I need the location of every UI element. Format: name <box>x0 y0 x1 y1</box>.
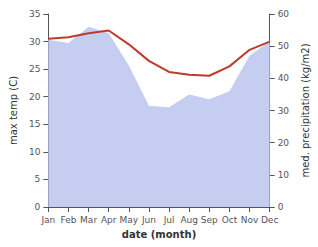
svg-text:0: 0 <box>35 202 41 212</box>
svg-text:Sep: Sep <box>201 215 218 225</box>
svg-text:15: 15 <box>29 119 40 129</box>
svg-text:Oct: Oct <box>222 215 238 225</box>
svg-text:0: 0 <box>278 202 284 212</box>
svg-text:30: 30 <box>278 106 290 116</box>
svg-text:max temp (C): max temp (C) <box>8 76 19 145</box>
svg-text:25: 25 <box>29 64 40 74</box>
svg-text:med. precipitation (kg/m2): med. precipitation (kg/m2) <box>300 43 311 177</box>
svg-text:Nov: Nov <box>241 215 259 225</box>
svg-text:30: 30 <box>29 37 41 47</box>
svg-text:Jul: Jul <box>163 215 175 225</box>
svg-text:Feb: Feb <box>61 215 77 225</box>
svg-text:60: 60 <box>278 9 290 19</box>
svg-text:Apr: Apr <box>101 215 117 225</box>
svg-text:date (month): date (month) <box>122 229 196 240</box>
svg-text:Mar: Mar <box>80 215 97 225</box>
svg-text:20: 20 <box>278 138 290 148</box>
svg-text:20: 20 <box>29 92 41 102</box>
svg-text:Dec: Dec <box>261 215 278 225</box>
svg-text:Jan: Jan <box>40 215 55 225</box>
svg-text:10: 10 <box>278 170 290 180</box>
svg-text:Aug: Aug <box>180 215 198 225</box>
svg-text:40: 40 <box>278 73 290 83</box>
svg-text:10: 10 <box>29 147 41 157</box>
svg-text:May: May <box>120 215 139 225</box>
svg-text:5: 5 <box>35 174 41 184</box>
svg-text:Jun: Jun <box>141 215 156 225</box>
svg-text:50: 50 <box>278 41 290 51</box>
svg-text:35: 35 <box>29 9 40 19</box>
